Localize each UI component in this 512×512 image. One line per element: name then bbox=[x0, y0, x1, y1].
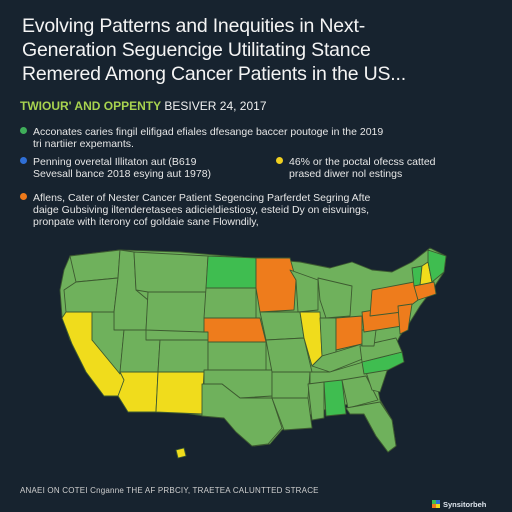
state-hawaii bbox=[175, 447, 187, 459]
blue-dot-icon bbox=[20, 157, 27, 164]
state-massachusetts bbox=[413, 281, 437, 301]
state-florida bbox=[345, 401, 397, 453]
state-new-york bbox=[369, 281, 419, 317]
state-vermont bbox=[411, 265, 423, 287]
state-north-dakota bbox=[205, 255, 257, 289]
state-arizona bbox=[117, 371, 159, 413]
orange-dot-icon bbox=[20, 193, 27, 200]
bullet-text: pronpate with iterony cof goldaie sane F… bbox=[33, 216, 259, 228]
brand-logo: Synsitorbeh bbox=[432, 498, 486, 510]
state-indiana bbox=[319, 317, 337, 357]
state-iowa bbox=[259, 311, 305, 341]
state-maine bbox=[427, 249, 447, 283]
state-illinois bbox=[299, 311, 323, 367]
state-michigan bbox=[317, 277, 353, 319]
state-minnesota bbox=[255, 257, 297, 313]
state-oklahoma bbox=[203, 369, 273, 399]
state-wisconsin bbox=[289, 269, 319, 313]
logo-mark-icon bbox=[432, 500, 440, 508]
bullet-orange: Aflens, Cater of Nester Cancer Patient S… bbox=[20, 192, 370, 228]
subtitle-rest: BESIVER 24, 2017 bbox=[164, 99, 267, 113]
bullet-text: Acconates caries fingil elifigad efiales… bbox=[33, 126, 384, 138]
bullet-blue: Penning overetal Illitaton aut (B619 Sev… bbox=[20, 156, 211, 180]
state-south-dakota bbox=[203, 287, 257, 319]
state-ohio bbox=[335, 315, 363, 351]
state-new-hampshire bbox=[419, 261, 433, 287]
state-louisiana bbox=[271, 397, 313, 431]
title-line-1: Evolving Patterns and Inequities in Next… bbox=[22, 15, 365, 37]
state-montana bbox=[133, 251, 209, 293]
state-kansas bbox=[207, 341, 267, 371]
green-dot-icon bbox=[20, 127, 27, 134]
state-california bbox=[61, 311, 129, 397]
state-mississippi bbox=[307, 381, 325, 421]
us-landmass bbox=[59, 247, 447, 453]
bullet-text: Sevesall bance 2018 esying aut 1978) bbox=[33, 168, 212, 180]
state-missouri bbox=[265, 337, 313, 373]
bullet-text: prased diwer nol estings bbox=[289, 168, 403, 180]
logo-text: Synsitorbeh bbox=[443, 499, 487, 509]
title-line-3: Remered Among Cancer Patients in the US.… bbox=[22, 63, 406, 85]
state-wyoming bbox=[145, 291, 207, 333]
bullet-text: 46% or the poctal ofecss catted bbox=[289, 156, 436, 168]
subtitle-highlight: TWIOUR' AND OPPENTY bbox=[20, 99, 162, 113]
state-kentucky bbox=[311, 343, 371, 373]
state-tennessee bbox=[309, 359, 373, 385]
state-nebraska bbox=[203, 317, 267, 343]
state-north-carolina bbox=[361, 351, 405, 375]
state-texas bbox=[201, 383, 283, 447]
state-alabama bbox=[323, 379, 347, 417]
bullet-text: Penning overetal Illitaton aut (B619 bbox=[33, 156, 197, 168]
state-nevada bbox=[91, 311, 125, 375]
state-south-carolina bbox=[365, 367, 389, 393]
state-pennsylvania bbox=[361, 305, 403, 333]
yellow-dot-icon bbox=[276, 157, 283, 164]
state-georgia bbox=[341, 375, 379, 409]
state-virginia bbox=[359, 337, 403, 363]
footer-note: ANAEI ON COTEI Cnganne THE AF PRBCIY, TR… bbox=[20, 486, 319, 495]
bullet-text: daige Gubsiving iltenderetasees adicield… bbox=[33, 204, 369, 216]
map-title: Evolving Patterns and Inequities in Next… bbox=[22, 14, 492, 86]
state-utah bbox=[119, 329, 161, 373]
state-arkansas bbox=[271, 371, 311, 399]
state-new-jersey bbox=[397, 303, 413, 335]
state-colorado bbox=[157, 339, 209, 373]
state-idaho bbox=[113, 249, 149, 331]
state-new-mexico bbox=[155, 371, 205, 415]
state-oregon bbox=[63, 277, 119, 313]
bullet-green: Acconates caries fingil elifigad efiales… bbox=[20, 126, 383, 150]
bullet-text: Aflens, Cater of Nester Cancer Patient S… bbox=[33, 192, 371, 204]
state-washington bbox=[69, 249, 121, 283]
title-line-2: Generation Seguencige Utilitating Stance bbox=[22, 39, 371, 61]
bullet-text: tri nartiier expemants. bbox=[33, 138, 134, 150]
state-west-virginia bbox=[361, 329, 377, 347]
bullet-yellow: 46% or the poctal ofecss catted prased d… bbox=[276, 156, 436, 180]
subtitle: TWIOUR' AND OPPENTY BESIVER 24, 2017 bbox=[20, 99, 267, 113]
